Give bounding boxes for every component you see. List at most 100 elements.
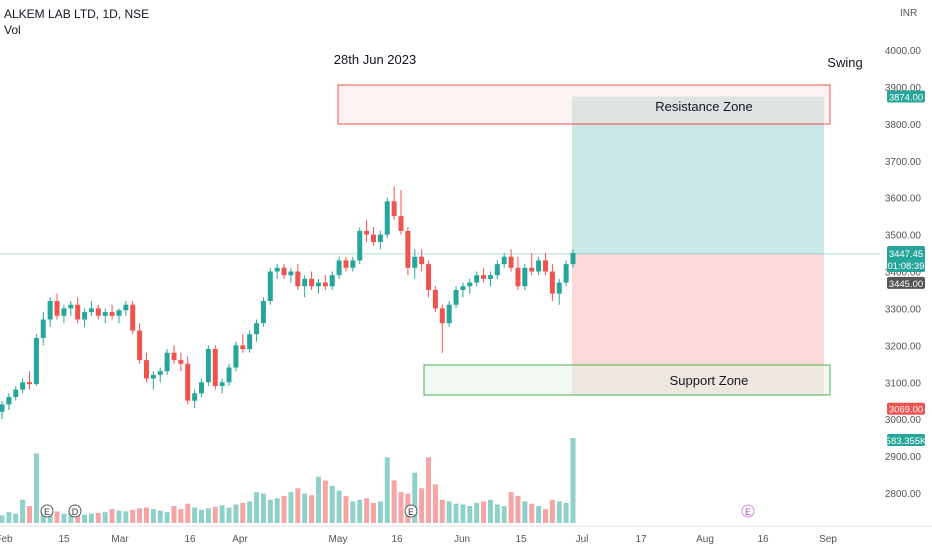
candle-body[interactable] xyxy=(82,312,88,320)
candle-body[interactable] xyxy=(419,256,425,265)
candle-body[interactable] xyxy=(143,360,149,379)
candle-body[interactable] xyxy=(192,393,198,401)
time-axis: Feb 15 Mar 16 Apr May 16 Jun 15 Jul 17 Aug 16 Sep xyxy=(0,525,932,545)
candle-body[interactable] xyxy=(13,389,19,398)
candle-body[interactable] xyxy=(570,253,576,265)
candle-body[interactable] xyxy=(439,308,445,324)
resistance-zone-box[interactable] xyxy=(337,84,831,125)
candle-body[interactable] xyxy=(494,264,500,276)
candle-body[interactable] xyxy=(212,349,218,386)
candle-body[interactable] xyxy=(515,267,521,287)
candle-body[interactable] xyxy=(88,308,94,313)
candle-body[interactable] xyxy=(522,267,528,287)
candle-body[interactable] xyxy=(322,282,328,287)
candle-body[interactable] xyxy=(164,352,170,372)
candle-body[interactable] xyxy=(219,382,225,386)
candle-body[interactable] xyxy=(185,363,191,401)
candle-body[interactable] xyxy=(549,271,555,294)
candle-body[interactable] xyxy=(391,201,397,217)
candle-body[interactable] xyxy=(137,330,143,361)
candle-body[interactable] xyxy=(501,256,507,265)
time-tick-label: Apr xyxy=(232,534,248,545)
candle-body[interactable] xyxy=(329,275,335,287)
volume-bar xyxy=(549,499,555,523)
candle-body[interactable] xyxy=(123,304,129,311)
candle-body[interactable] xyxy=(233,345,239,368)
candle-body[interactable] xyxy=(281,267,287,276)
candle-body[interactable] xyxy=(47,301,53,320)
candle-body[interactable] xyxy=(460,286,466,290)
time-tick-label: Jul xyxy=(576,534,589,545)
candle-body[interactable] xyxy=(542,260,548,272)
candle-body[interactable] xyxy=(247,334,253,350)
candle-body[interactable] xyxy=(481,275,487,279)
volume-bar xyxy=(494,504,500,523)
candle-body[interactable] xyxy=(95,308,101,316)
candle-body[interactable] xyxy=(150,374,156,379)
volume-bar xyxy=(370,502,376,523)
candle-body[interactable] xyxy=(116,310,122,316)
candle-body[interactable] xyxy=(54,301,60,316)
candle-body[interactable] xyxy=(40,319,46,338)
candle-body[interactable] xyxy=(398,216,404,231)
candle-body[interactable] xyxy=(6,397,12,405)
event-marker[interactable]: E xyxy=(404,504,418,518)
candle-body[interactable] xyxy=(302,278,308,287)
candle-body[interactable] xyxy=(384,201,390,235)
candle-body[interactable] xyxy=(350,260,356,268)
candle-body[interactable] xyxy=(370,234,376,242)
candle-body[interactable] xyxy=(75,304,81,320)
support-zone-box[interactable] xyxy=(423,364,831,396)
candle-body[interactable] xyxy=(205,349,211,383)
candle-body[interactable] xyxy=(377,234,383,242)
candle-body[interactable] xyxy=(309,278,315,287)
candle-body[interactable] xyxy=(563,264,569,283)
event-marker[interactable]: E xyxy=(741,504,755,518)
candle-body[interactable] xyxy=(556,282,562,294)
candle-body[interactable] xyxy=(260,301,266,324)
candle-body[interactable] xyxy=(529,267,535,272)
candle-body[interactable] xyxy=(178,360,184,364)
candle-body[interactable] xyxy=(295,271,301,287)
candle-body[interactable] xyxy=(109,312,115,316)
candle-body[interactable] xyxy=(33,337,39,385)
candle-body[interactable] xyxy=(426,264,432,290)
candle-body[interactable] xyxy=(199,382,205,394)
candle-body[interactable] xyxy=(357,230,363,261)
candle-body[interactable] xyxy=(130,304,136,331)
candle-body[interactable] xyxy=(61,308,67,316)
candle-body[interactable] xyxy=(226,367,232,383)
event-marker[interactable]: D xyxy=(68,504,82,518)
candle-body[interactable] xyxy=(102,312,108,316)
candle-body[interactable] xyxy=(68,304,74,309)
candle-body[interactable] xyxy=(432,289,438,309)
candle-body[interactable] xyxy=(536,260,542,272)
candle-body[interactable] xyxy=(487,275,493,279)
candle-body[interactable] xyxy=(27,382,33,385)
candle-body[interactable] xyxy=(446,304,452,324)
candle-body[interactable] xyxy=(467,282,473,287)
volume-bar xyxy=(192,507,198,523)
candle-body[interactable] xyxy=(254,323,260,335)
candle-body[interactable] xyxy=(315,282,321,287)
candle-body[interactable] xyxy=(364,230,370,235)
event-marker[interactable]: E xyxy=(40,504,54,518)
candle-body[interactable] xyxy=(453,289,459,305)
volume-bar xyxy=(27,506,33,523)
candle-body[interactable] xyxy=(171,352,177,361)
candle-body[interactable] xyxy=(336,260,342,276)
candle-body[interactable] xyxy=(267,271,273,302)
candle-body[interactable] xyxy=(288,271,294,276)
candle-body[interactable] xyxy=(405,230,411,268)
candle-body[interactable] xyxy=(274,267,280,272)
candle-body[interactable] xyxy=(474,275,480,283)
candle-body[interactable] xyxy=(412,256,418,268)
candle-body[interactable] xyxy=(343,260,349,268)
candle-body[interactable] xyxy=(508,256,514,268)
candle-body[interactable] xyxy=(0,404,5,412)
candle-body[interactable] xyxy=(157,371,163,375)
candle-body[interactable] xyxy=(20,382,26,390)
candle-body[interactable] xyxy=(240,345,246,350)
